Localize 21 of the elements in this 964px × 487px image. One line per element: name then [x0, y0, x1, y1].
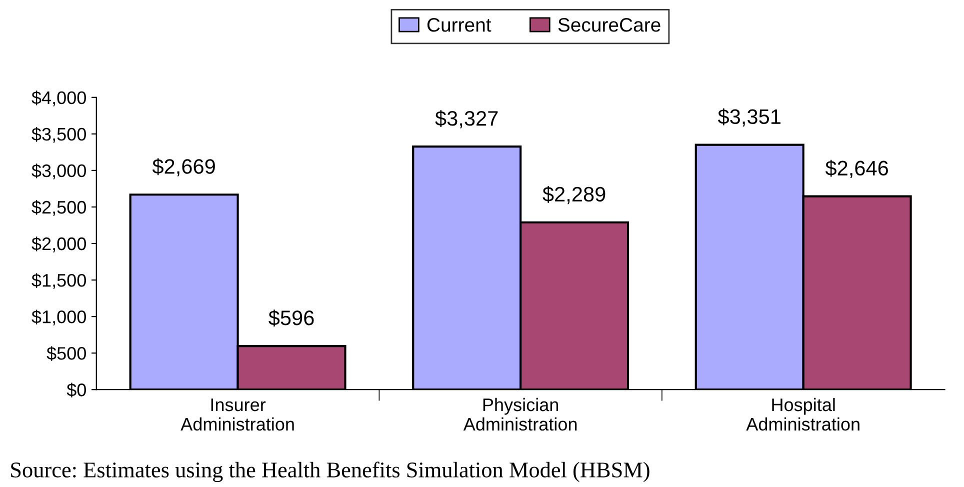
y-tick-label: $0: [66, 382, 86, 398]
y-tick-label: $500: [46, 346, 86, 361]
y-tick-label: $3,500: [32, 127, 86, 143]
legend-label: SecureCare: [558, 18, 660, 32]
y-tick-label: $3,000: [32, 164, 86, 180]
data-label: $596: [268, 310, 314, 327]
y-tick-label: $1,500: [32, 273, 86, 289]
x-tick-label: Hospital Administration: [746, 398, 860, 431]
y-tick-label: $4,000: [32, 90, 86, 106]
source-note: Source: Estimates using the Health Benefits Simulation Model (HBSM): [11, 462, 650, 482]
x-tick-label: Insurer Administration: [180, 398, 294, 431]
data-label: $2,669: [152, 158, 215, 176]
y-tick-label: $2,000: [32, 236, 86, 252]
data-label: $2,646: [825, 160, 888, 178]
y-tick-label: $1,000: [32, 310, 86, 326]
legend-label: Current: [427, 18, 492, 32]
data-label: $3,327: [435, 110, 498, 128]
data-label: $2,289: [542, 186, 606, 204]
data-label: $3,351: [718, 108, 780, 126]
y-tick-label: $2,500: [32, 200, 86, 216]
x-tick-label: Physician Administration: [463, 398, 577, 431]
